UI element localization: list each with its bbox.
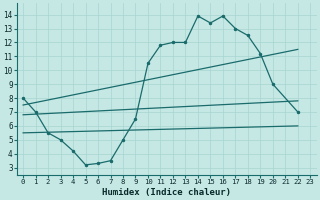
X-axis label: Humidex (Indice chaleur): Humidex (Indice chaleur) [102, 188, 231, 197]
